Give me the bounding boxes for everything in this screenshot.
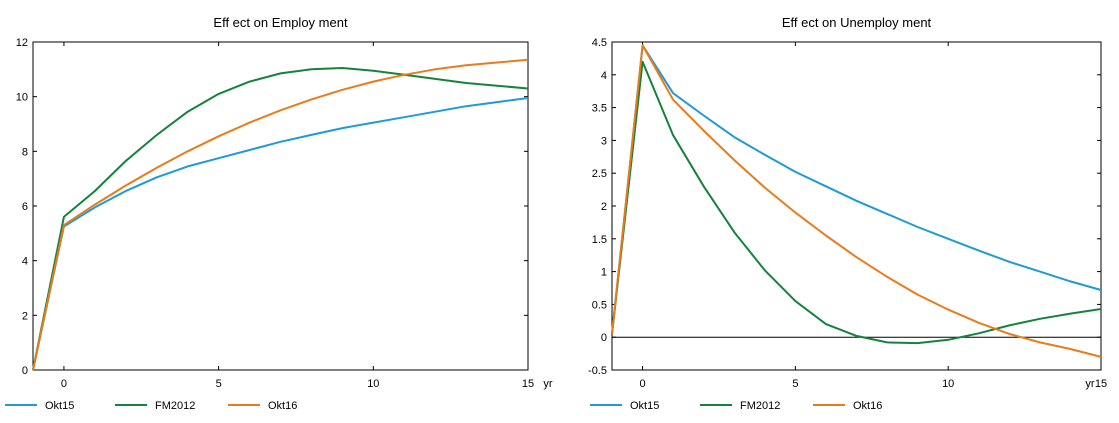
chart-panel-2: Eff ect on Unemploy ment -0.5 0 0.5 1 1.5 2 2.5… <box>588 15 1107 412</box>
legend-item-fm2012: FM2012 <box>115 400 195 412</box>
y-tick-label: 0 <box>22 365 28 377</box>
x-tick-label: 0 <box>640 378 646 390</box>
legend-label: Okt16 <box>268 400 297 412</box>
y-tick-label: 4 <box>601 70 607 82</box>
y-tick-label: 2 <box>601 201 607 213</box>
chart-panel-1: Eff ect on Employ ment 0 2 4 6 8 10 12 0 5 10 15 yr O… <box>5 15 553 412</box>
legend-item-okt16: Okt16 <box>813 400 882 412</box>
series-line-fm2012 <box>32 67 529 371</box>
y-tick-label: 2 <box>22 310 28 322</box>
legend-item-fm2012: FM2012 <box>700 400 780 412</box>
y-tick-label: 12 <box>16 37 28 49</box>
series-line-fm2012 <box>611 60 1102 345</box>
legend-item-okt15: Okt15 <box>5 400 74 412</box>
legend-label: Okt15 <box>630 400 659 412</box>
y-tick-label: 3.5 <box>592 103 607 115</box>
y-tick-label: 4.5 <box>592 37 607 49</box>
y-tick-label: 1 <box>601 267 607 279</box>
legend-item-okt16: Okt16 <box>228 400 297 412</box>
y-tick-label: 3 <box>601 135 607 147</box>
series-line-okt16 <box>611 44 1102 358</box>
legend-item-okt15: Okt15 <box>590 400 659 412</box>
legend-label: Okt16 <box>853 400 882 412</box>
chart-title: Eff ect on Employ ment <box>213 15 348 30</box>
x-tick-label: 10 <box>942 378 954 390</box>
x-tick-label: 5 <box>792 378 798 390</box>
y-tick-label: -0.5 <box>588 365 607 377</box>
legend-label: FM2012 <box>155 400 195 412</box>
series-line-okt15 <box>611 44 1102 335</box>
legend-label: FM2012 <box>740 400 780 412</box>
x-tick-label: 5 <box>216 378 222 390</box>
x-unit-label: yr <box>543 378 553 390</box>
y-tick-label: 10 <box>16 92 28 104</box>
x-tick-label: 15 <box>522 378 534 390</box>
series-line-okt15 <box>32 97 529 371</box>
y-tick-label: 0 <box>601 332 607 344</box>
chart-title: Eff ect on Unemploy ment <box>782 15 932 30</box>
series-line-okt16 <box>32 58 529 371</box>
x-tick-label: 0 <box>61 378 67 390</box>
y-tick-label: 4 <box>22 256 28 268</box>
y-tick-label: 2.5 <box>592 168 607 180</box>
plot-frame <box>32 41 529 371</box>
x-unit-label: yr <box>1085 378 1095 390</box>
x-tick-label: 10 <box>367 378 379 390</box>
x-tick-label: 15 <box>1095 378 1107 390</box>
y-tick-label: 6 <box>22 201 28 213</box>
y-tick-label: 1.5 <box>592 234 607 246</box>
y-tick-label: 8 <box>22 146 28 158</box>
legend-label: Okt15 <box>45 400 74 412</box>
y-tick-label: 0.5 <box>592 299 607 311</box>
